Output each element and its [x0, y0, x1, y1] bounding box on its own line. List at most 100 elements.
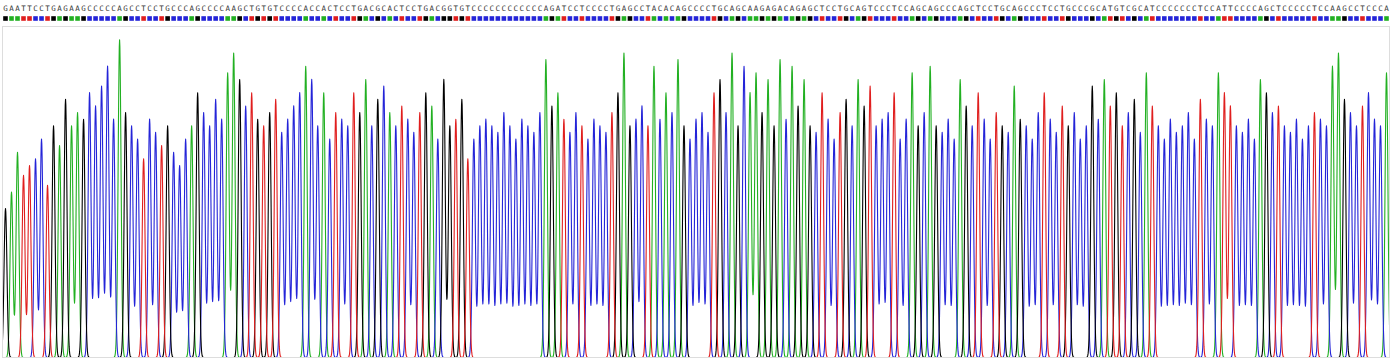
- svg-text:A: A: [958, 4, 963, 13]
- svg-text:G: G: [165, 4, 170, 13]
- svg-text:G: G: [934, 4, 939, 13]
- svg-text:C: C: [1036, 4, 1041, 13]
- svg-text:C: C: [1240, 4, 1245, 13]
- svg-text:T: T: [820, 4, 825, 13]
- svg-text:A: A: [303, 4, 308, 13]
- svg-text:A: A: [1102, 4, 1107, 13]
- svg-text:C: C: [111, 4, 116, 13]
- svg-text:C: C: [832, 4, 837, 13]
- svg-text:G: G: [3, 4, 8, 13]
- svg-text:C: C: [988, 4, 993, 13]
- svg-text:A: A: [1012, 4, 1017, 13]
- svg-text:C: C: [382, 4, 387, 13]
- svg-text:T: T: [400, 4, 405, 13]
- svg-text:C: C: [1186, 4, 1191, 13]
- svg-text:C: C: [508, 4, 513, 13]
- svg-text:G: G: [195, 4, 200, 13]
- svg-text:A: A: [69, 4, 74, 13]
- svg-text:A: A: [117, 4, 122, 13]
- svg-text:C: C: [370, 4, 375, 13]
- svg-text:C: C: [784, 4, 789, 13]
- svg-text:G: G: [862, 4, 867, 13]
- svg-text:G: G: [628, 4, 633, 13]
- svg-text:C: C: [1138, 4, 1143, 13]
- svg-text:G: G: [123, 4, 128, 13]
- svg-text:T: T: [994, 4, 999, 13]
- svg-text:T: T: [1360, 4, 1365, 13]
- svg-text:C: C: [940, 4, 945, 13]
- svg-text:C: C: [496, 4, 501, 13]
- svg-text:A: A: [57, 4, 62, 13]
- svg-text:C: C: [472, 4, 477, 13]
- svg-text:A: A: [766, 4, 771, 13]
- svg-text:T: T: [159, 4, 164, 13]
- svg-text:C: C: [904, 4, 909, 13]
- svg-text:G: G: [808, 4, 813, 13]
- svg-text:G: G: [357, 4, 362, 13]
- svg-text:C: C: [177, 4, 182, 13]
- svg-text:G: G: [63, 4, 68, 13]
- svg-text:C: C: [946, 4, 951, 13]
- svg-text:A: A: [1216, 4, 1221, 13]
- svg-text:T: T: [249, 4, 254, 13]
- svg-text:C: C: [1324, 4, 1329, 13]
- svg-text:G: G: [81, 4, 86, 13]
- svg-text:G: G: [460, 4, 465, 13]
- svg-text:C: C: [1282, 4, 1287, 13]
- svg-text:C: C: [1168, 4, 1173, 13]
- svg-text:G: G: [1264, 4, 1269, 13]
- svg-text:C: C: [153, 4, 158, 13]
- svg-text:A: A: [676, 4, 681, 13]
- svg-text:C: C: [1204, 4, 1209, 13]
- svg-text:C: C: [688, 4, 693, 13]
- svg-text:G: G: [1000, 4, 1005, 13]
- svg-text:C: C: [850, 4, 855, 13]
- svg-text:A: A: [388, 4, 393, 13]
- svg-text:C: C: [1048, 4, 1053, 13]
- svg-text:C: C: [171, 4, 176, 13]
- svg-text:T: T: [261, 4, 266, 13]
- svg-text:C: C: [183, 4, 188, 13]
- svg-text:T: T: [27, 4, 32, 13]
- svg-text:T: T: [351, 4, 356, 13]
- svg-text:G: G: [760, 4, 765, 13]
- svg-text:T: T: [21, 4, 26, 13]
- svg-text:T: T: [868, 4, 873, 13]
- svg-text:C: C: [315, 4, 320, 13]
- svg-text:C: C: [604, 4, 609, 13]
- svg-text:C: C: [207, 4, 212, 13]
- svg-text:C: C: [694, 4, 699, 13]
- svg-text:T: T: [712, 4, 717, 13]
- svg-text:C: C: [33, 4, 38, 13]
- svg-text:G: G: [237, 4, 242, 13]
- svg-text:C: C: [586, 4, 591, 13]
- svg-text:T: T: [562, 4, 567, 13]
- svg-text:C: C: [129, 4, 134, 13]
- svg-text:C: C: [898, 4, 903, 13]
- svg-text:C: C: [1006, 4, 1011, 13]
- svg-text:C: C: [700, 4, 705, 13]
- svg-text:A: A: [1144, 4, 1149, 13]
- svg-text:C: C: [1300, 4, 1305, 13]
- svg-text:C: C: [970, 4, 975, 13]
- svg-text:C: C: [1288, 4, 1293, 13]
- svg-text:C: C: [309, 4, 314, 13]
- svg-text:C: C: [436, 4, 441, 13]
- svg-text:G: G: [267, 4, 272, 13]
- svg-text:A: A: [622, 4, 627, 13]
- svg-text:A: A: [802, 4, 807, 13]
- svg-text:C: C: [952, 4, 957, 13]
- svg-text:C: C: [99, 4, 104, 13]
- svg-text:C: C: [1156, 4, 1161, 13]
- svg-text:C: C: [1366, 4, 1371, 13]
- svg-text:C: C: [658, 4, 663, 13]
- svg-text:C: C: [880, 4, 885, 13]
- svg-text:C: C: [574, 4, 579, 13]
- svg-text:A: A: [928, 4, 933, 13]
- svg-text:C: C: [1174, 4, 1179, 13]
- svg-text:T: T: [1198, 4, 1203, 13]
- svg-text:C: C: [285, 4, 290, 13]
- svg-text:C: C: [39, 4, 44, 13]
- svg-text:C: C: [1192, 4, 1197, 13]
- svg-text:C: C: [105, 4, 110, 13]
